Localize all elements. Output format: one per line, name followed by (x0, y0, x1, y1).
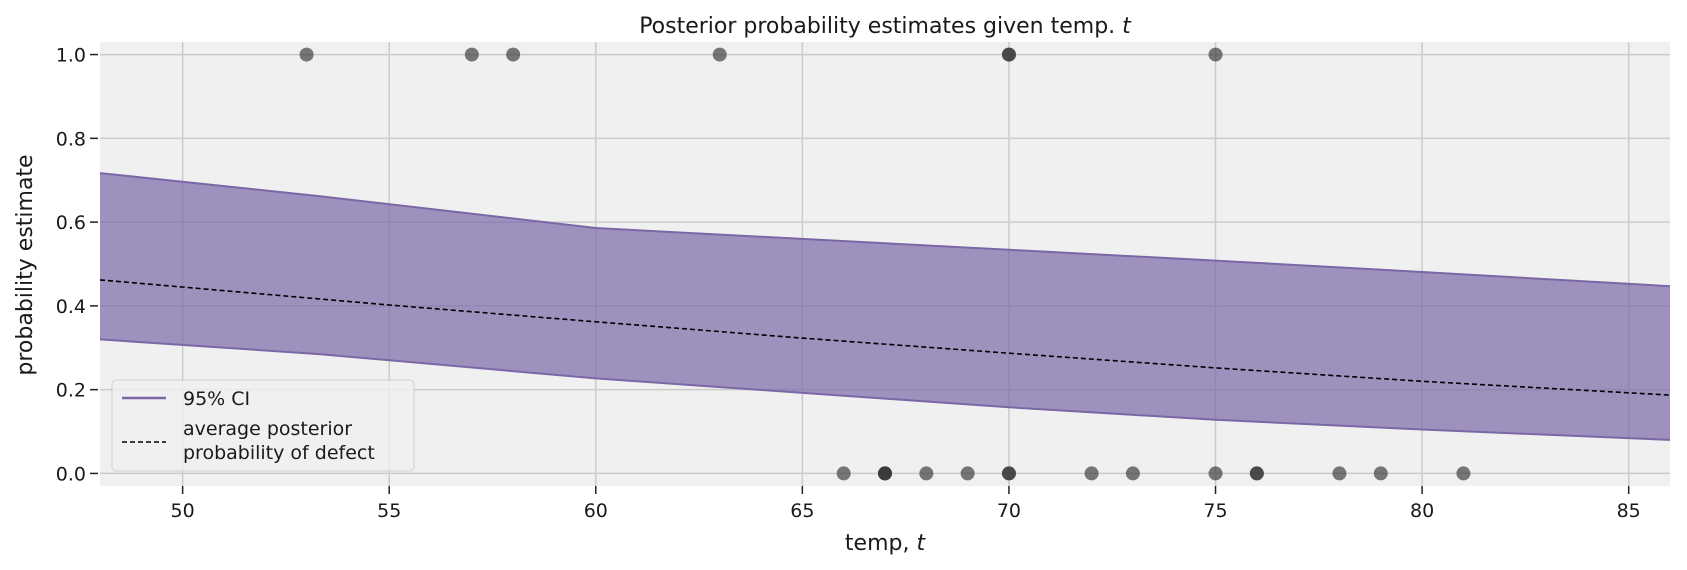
data-point (712, 47, 727, 62)
y-tick-label: 0.6 (56, 212, 86, 234)
x-tick-label: 75 (1203, 500, 1227, 522)
ci-band (100, 173, 1670, 440)
ci-band-lower-edge (99, 338, 1671, 441)
data-point (506, 47, 521, 62)
x-tick-label: 80 (1410, 500, 1434, 522)
x-tick-label: 70 (997, 500, 1021, 522)
data-point (1332, 466, 1347, 481)
data-point (919, 466, 934, 481)
data-point (1373, 466, 1388, 481)
data-point (836, 466, 851, 481)
data-point (1249, 466, 1264, 481)
y-tick-label: 0.8 (56, 128, 86, 150)
data-point (1001, 466, 1016, 481)
data-point (1001, 47, 1016, 62)
data-point (299, 47, 314, 62)
chart-title: Posterior probability estimates given te… (639, 14, 1132, 39)
legend: 95% CI average posterior probability of … (111, 379, 415, 472)
x-ticks: 50 55 60 65 70 75 80 85 (171, 486, 1641, 522)
y-tick-label: 0.0 (56, 463, 86, 485)
data-point (960, 466, 975, 481)
y-ticks: 0.0 0.2 0.4 0.6 0.8 1.0 (56, 45, 98, 485)
y-axis-label: probability estimate (13, 154, 38, 375)
y-tick-label: 1.0 (56, 45, 86, 67)
data-point (1208, 466, 1223, 481)
y-tick-label: 0.2 (56, 380, 86, 402)
observed-points (299, 47, 1471, 481)
x-tick-label: 85 (1617, 500, 1641, 522)
data-point (464, 47, 479, 62)
x-tick-label: 65 (790, 500, 814, 522)
legend-box (111, 379, 415, 472)
data-point (1125, 466, 1140, 481)
mean-line (99, 279, 1671, 396)
legend-label-mean: average posterior (183, 418, 352, 440)
x-axis-label: temp, t (845, 531, 927, 556)
x-tick-label: 50 (171, 500, 195, 522)
data-point (1456, 466, 1471, 481)
data-point (1208, 47, 1223, 62)
legend-label-ci: 95% CI (183, 388, 250, 410)
data-point (1084, 466, 1099, 481)
x-tick-label: 55 (377, 500, 401, 522)
ci-band-upper-edge (99, 172, 1671, 288)
legend-label-mean-line2: probability of defect (183, 442, 375, 464)
data-point (878, 466, 892, 481)
x-tick-label: 60 (584, 500, 608, 522)
y-tick-label: 0.4 (56, 296, 86, 318)
